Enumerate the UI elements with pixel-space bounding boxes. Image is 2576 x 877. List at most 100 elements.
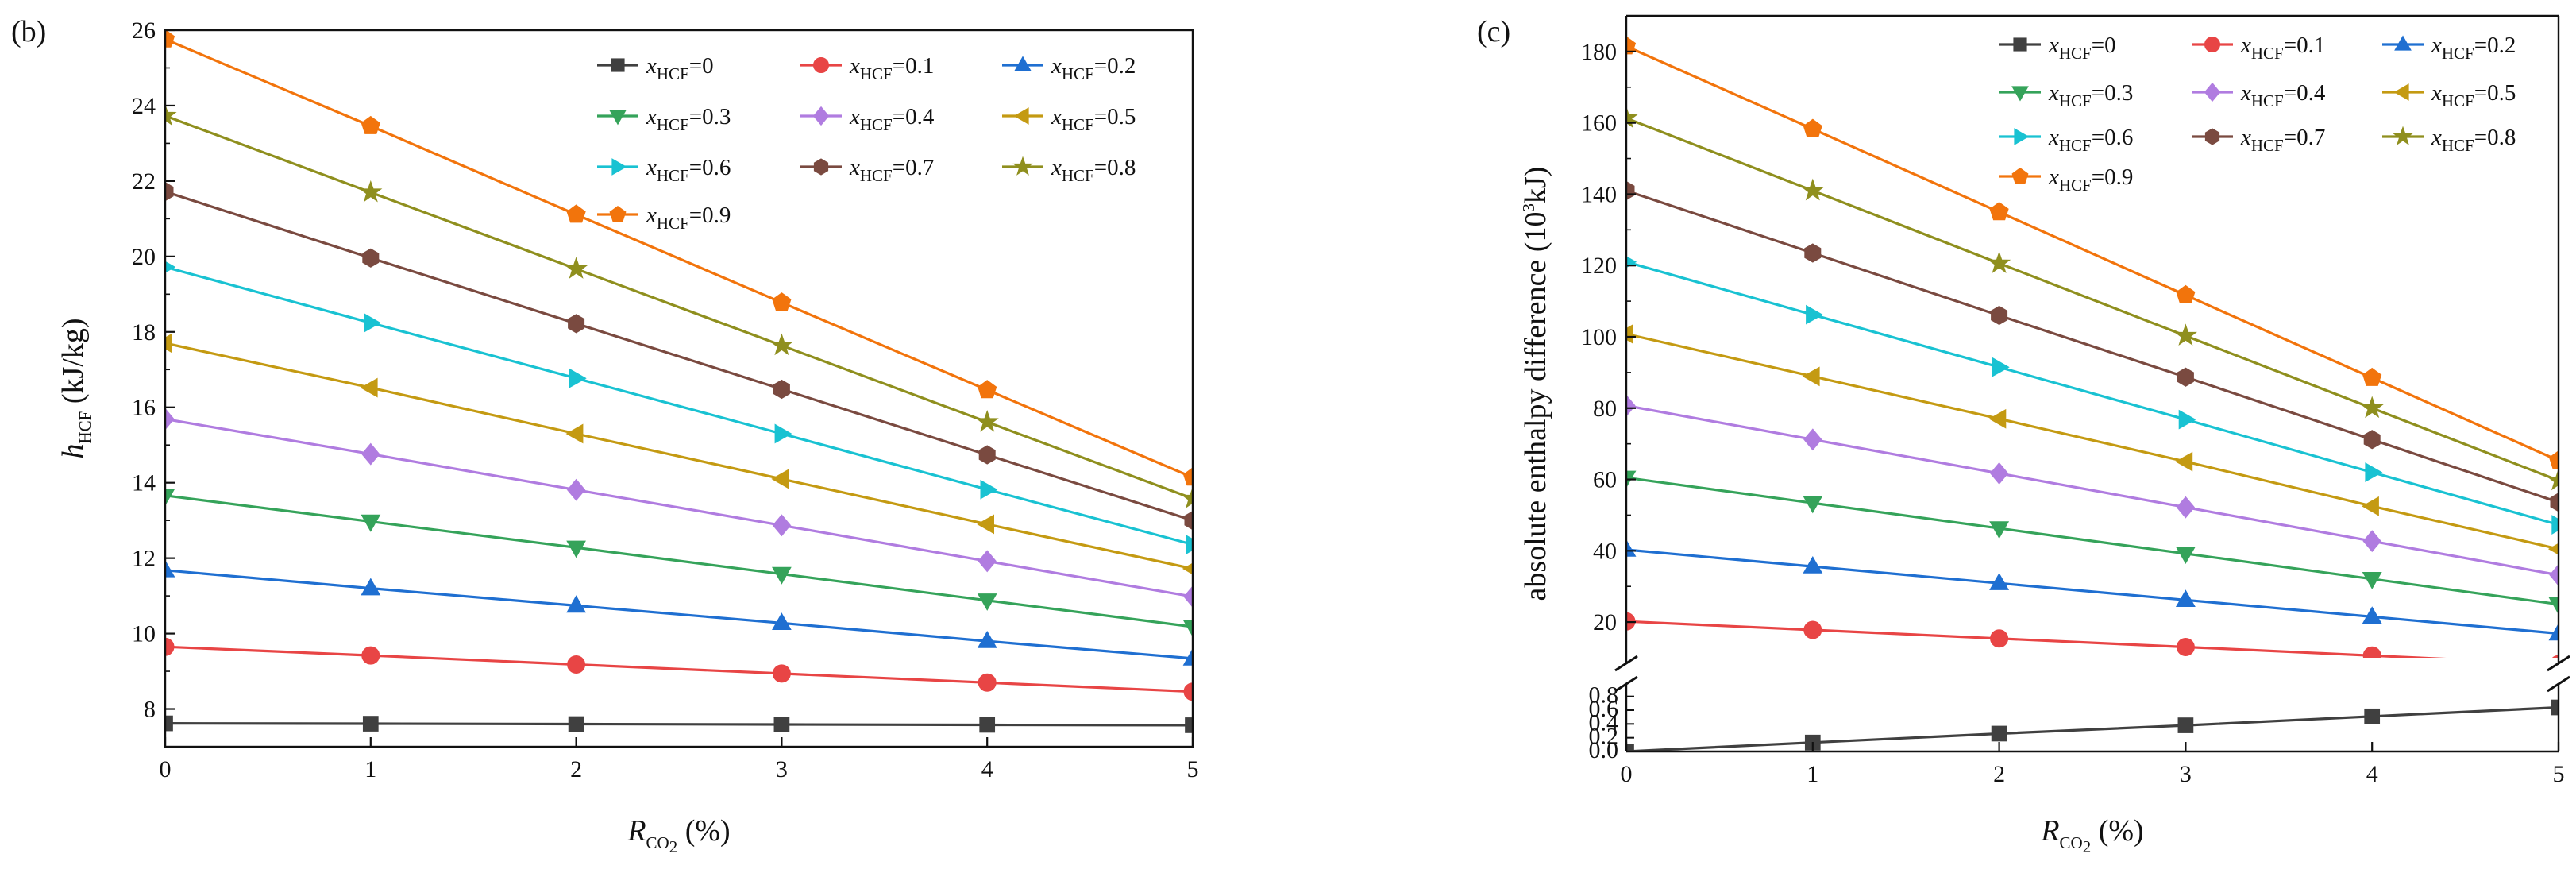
x-tick-label: 2 — [1993, 761, 2005, 787]
y-tick-label: 22 — [132, 168, 156, 195]
data-point — [2362, 572, 2382, 589]
legend-swatch-marker — [2011, 167, 2029, 184]
data-point — [569, 368, 587, 388]
legend-swatch-marker — [813, 158, 829, 176]
legend-swatch-marker — [813, 57, 829, 73]
legend-entry: xHCF=0.2 — [2431, 33, 2516, 63]
data-point — [362, 716, 379, 732]
legend-swatch-marker — [2013, 37, 2027, 52]
y-tick-label: 180 — [1581, 39, 1617, 65]
series-3 — [165, 559, 1193, 666]
series-3 — [1626, 470, 2559, 615]
data-point — [2551, 515, 2559, 535]
legend-swatch-marker — [2204, 82, 2221, 102]
x-tick-label: 3 — [776, 756, 788, 782]
y-tick-label: 14 — [132, 470, 156, 496]
data-point — [364, 312, 381, 333]
legend-entry: xHCF=0.5 — [1051, 104, 1136, 134]
data-point — [1182, 562, 1193, 575]
legend: xHCF=0 xHCF=0.1 xHCF=0.2 xHCF=0.3 xHCF=0.4 xH… — [597, 53, 1136, 233]
data-point — [2551, 655, 2559, 658]
legend-entry: xHCF=0 — [646, 53, 714, 83]
data-point — [2177, 717, 2194, 733]
data-point — [1989, 573, 2010, 590]
legend-entry: xHCF=0.8 — [1051, 155, 1136, 185]
x-tick-label: 5 — [2553, 761, 2565, 787]
data-point — [977, 630, 997, 648]
series-line — [165, 37, 1193, 479]
data-point — [360, 377, 378, 398]
data-point — [1183, 585, 1193, 608]
legend-swatch-marker — [2011, 86, 2029, 102]
data-point — [773, 379, 790, 400]
y-axis-label: absolute enthalpy difference (103kJ) — [1519, 167, 1552, 601]
legend-entry: xHCF=0.5 — [2431, 80, 2516, 110]
legend-swatch-marker — [2204, 128, 2220, 145]
data-point — [1626, 256, 1637, 269]
data-point — [769, 333, 793, 356]
data-point — [165, 333, 172, 354]
data-point — [165, 103, 177, 126]
data-point — [980, 479, 998, 500]
series-1 — [1626, 612, 2559, 658]
legend-swatch-marker — [1012, 156, 1033, 176]
data-point — [2360, 396, 2384, 419]
data-point — [361, 442, 380, 466]
data-point — [2363, 430, 2381, 450]
legend-entry: xHCF=0.3 — [2048, 80, 2133, 110]
legend-entry: xHCF=0.1 — [2240, 33, 2325, 63]
data-point — [2362, 496, 2379, 516]
series-line — [1626, 705, 2559, 751]
panel-c-chart: 20 40 60 80 100 120 140 160 180 0.00.20.40.60.8 0 1… — [1477, 14, 2570, 856]
legend-swatch-marker — [812, 106, 830, 126]
series-1 — [1626, 699, 2559, 751]
plot-area-upper — [1626, 36, 2559, 658]
series-line — [165, 417, 1193, 598]
x-tick-label: 5 — [1187, 756, 1199, 782]
legend-swatch-marker — [2204, 37, 2220, 52]
legend-entry: xHCF=0.4 — [2240, 80, 2326, 110]
data-point — [1991, 725, 2007, 742]
data-point — [774, 423, 792, 444]
data-point — [2175, 547, 2196, 565]
data-point — [165, 559, 175, 578]
y-tick-label: 0.2 — [1589, 724, 1619, 750]
x-tick-label: 3 — [2180, 761, 2192, 787]
y-tick-label: 160 — [1581, 110, 1617, 137]
plot-frame — [1625, 14, 2560, 753]
data-point — [566, 204, 586, 223]
series-line — [165, 721, 1193, 727]
y-tick-label: 8 — [144, 697, 156, 723]
data-point — [1626, 324, 1633, 344]
series-line — [1626, 404, 2559, 577]
series-line — [1626, 261, 2559, 527]
data-point — [1989, 462, 2009, 485]
series-5 — [165, 408, 1193, 608]
data-point — [1186, 535, 1193, 554]
data-point — [165, 182, 174, 202]
legend-swatch-marker — [611, 58, 625, 72]
series-line — [1626, 44, 2559, 462]
series-line — [165, 190, 1193, 522]
data-point — [2548, 450, 2559, 469]
x-tick-label: 1 — [364, 756, 376, 782]
data-point — [2362, 530, 2381, 553]
legend-swatch-marker — [1014, 56, 1032, 71]
y-tick-label: 16 — [132, 395, 156, 421]
data-point — [2362, 606, 2382, 624]
y-tick-label: 0.6 — [1589, 696, 1619, 722]
y-tick-label: 120 — [1581, 253, 1617, 279]
data-point — [1626, 394, 1636, 417]
y-tick-label: 100 — [1581, 324, 1617, 350]
data-point — [565, 257, 588, 279]
series-4 — [1626, 394, 2559, 586]
series-6 — [1626, 256, 2559, 535]
legend-entry: xHCF=0.7 — [2240, 125, 2325, 155]
data-point — [165, 637, 175, 656]
data-point — [1803, 555, 1823, 574]
y-tick-label: 140 — [1581, 181, 1617, 207]
legend-entry: xHCF=0.8 — [2431, 125, 2516, 155]
legend-entry: xHCF=0 — [2048, 33, 2116, 63]
y-tick-label: 26 — [132, 17, 156, 44]
data-point — [2177, 367, 2194, 387]
